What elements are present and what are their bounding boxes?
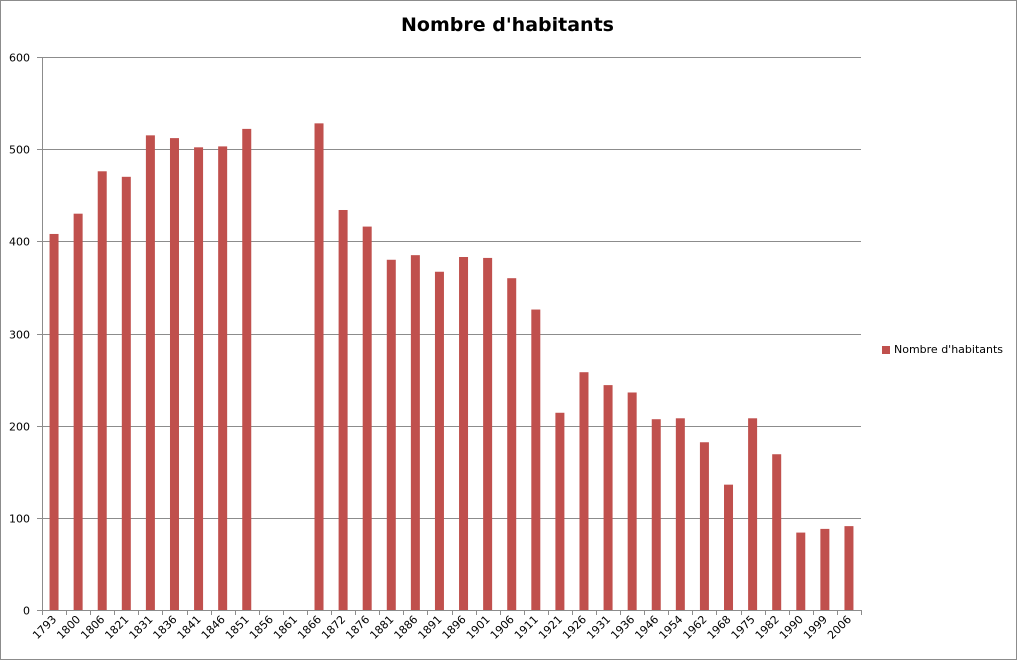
y-tick-label: 500 <box>9 144 30 157</box>
x-tick-label: 1861 <box>271 613 300 642</box>
bar <box>627 392 637 610</box>
x-tick-label: 1999 <box>801 613 830 642</box>
x-tick-label: 1800 <box>54 613 83 642</box>
x-tick-label: 1831 <box>127 613 156 642</box>
bar <box>242 128 252 610</box>
y-tick-label: 600 <box>9 52 30 65</box>
bar <box>338 209 348 610</box>
bar <box>194 147 204 610</box>
x-tick-label: 1954 <box>656 613 685 642</box>
chart-title: Nombre d'habitants <box>401 14 614 36</box>
x-tick-label: 1891 <box>416 613 445 642</box>
x-tick-label: 1886 <box>391 613 420 642</box>
bar <box>603 385 613 610</box>
bar <box>507 278 517 610</box>
x-tick-label: 1946 <box>632 613 661 642</box>
bar <box>820 528 830 610</box>
x-tick-label: 1876 <box>343 613 372 642</box>
bar <box>459 257 469 610</box>
x-tick-label: 1911 <box>512 613 541 642</box>
legend-label: Nombre d'habitants <box>894 343 1004 356</box>
x-tick-label: 1836 <box>151 613 180 642</box>
bar <box>386 259 396 610</box>
bar <box>531 309 541 610</box>
x-tick-label: 1872 <box>319 613 348 642</box>
x-tick-label: 1821 <box>102 613 131 642</box>
bar <box>555 412 565 610</box>
bar <box>772 454 782 610</box>
y-tick-label: 200 <box>9 421 30 434</box>
bar <box>362 226 372 610</box>
x-tick-label: 1841 <box>175 613 204 642</box>
x-tick-label: 1926 <box>560 613 589 642</box>
bar <box>314 123 324 611</box>
bar <box>579 372 589 610</box>
bar <box>410 255 420 611</box>
x-tick-label: 1896 <box>440 613 469 642</box>
x-tick-label: 1866 <box>295 613 324 642</box>
bar <box>483 257 493 610</box>
y-tick-label: 300 <box>9 329 30 342</box>
bar <box>73 213 83 610</box>
x-tick-label: 1856 <box>247 613 276 642</box>
bar <box>724 484 734 610</box>
x-tick-label: 1851 <box>223 613 252 642</box>
legend-swatch <box>882 345 890 354</box>
bar <box>169 138 179 610</box>
y-tick-label: 100 <box>9 513 30 526</box>
x-tick-label: 1906 <box>488 613 517 642</box>
x-tick-label: 1962 <box>681 613 710 642</box>
legend: Nombre d'habitants <box>882 343 1003 356</box>
x-tick-label: 1931 <box>584 613 613 642</box>
x-tick-label: 1975 <box>729 613 758 642</box>
bar <box>699 442 709 610</box>
bar <box>49 233 59 610</box>
bar <box>218 146 228 610</box>
x-tick-label: 2006 <box>825 613 854 642</box>
x-tick-label: 1936 <box>608 613 637 642</box>
bar <box>434 271 444 610</box>
x-tick-label: 1793 <box>30 613 59 642</box>
bar <box>651 419 661 610</box>
x-tick-label: 1982 <box>753 613 782 642</box>
bar <box>796 532 806 610</box>
y-tick-label: 0 <box>23 605 30 618</box>
bar <box>844 526 854 610</box>
bar <box>145 135 155 610</box>
x-tick-label: 1968 <box>705 613 734 642</box>
x-tick-label: 1990 <box>777 613 806 642</box>
x-tick-label: 1881 <box>367 613 396 642</box>
x-tick-label: 1921 <box>536 613 565 642</box>
bar <box>97 171 107 610</box>
x-tick-label: 1901 <box>464 613 493 642</box>
x-tick-label: 1846 <box>199 613 228 642</box>
bar <box>121 176 131 611</box>
bar <box>675 418 685 610</box>
y-tick-label: 400 <box>9 236 30 249</box>
bar <box>748 418 758 610</box>
x-tick-label: 1806 <box>78 613 107 642</box>
